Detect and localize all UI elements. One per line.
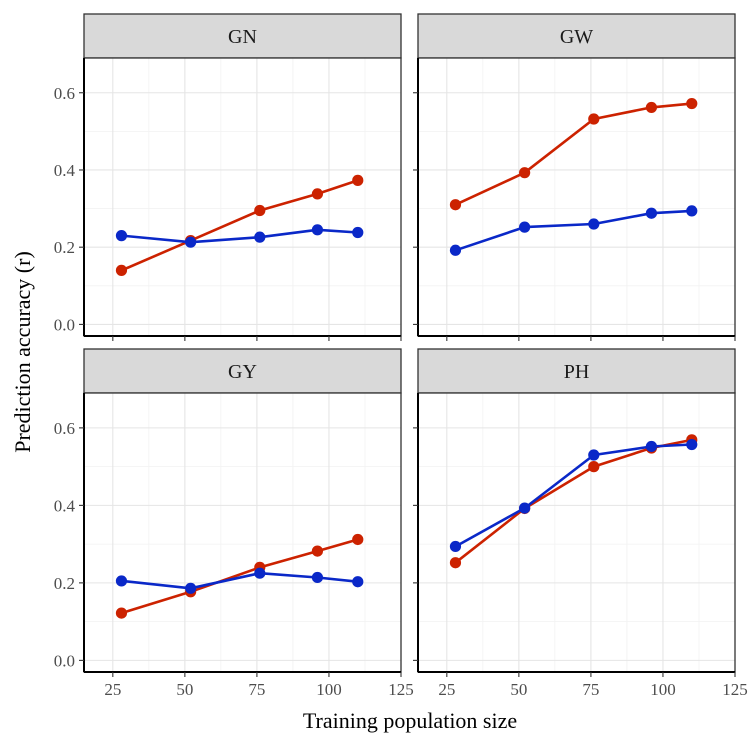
x-tick-label: 125 <box>722 680 748 699</box>
facet-panel-3: GY 0.0 0.2 0.4 0.6 25 50 75 100 125 <box>54 348 414 699</box>
y-tick-label: 0.4 <box>54 496 76 515</box>
x-tick-label: 50 <box>510 680 527 699</box>
y-tick-label: 0.2 <box>54 238 75 257</box>
data-point-series-2 <box>519 221 531 233</box>
facet-panel-1: GN 0.0 0.2 0.4 0.6 <box>54 13 402 341</box>
facet-title: GW <box>560 26 593 48</box>
data-point-series-2 <box>645 440 658 453</box>
data-point-series-1 <box>352 174 364 186</box>
plot-background <box>418 58 735 336</box>
data-point-series-2 <box>115 230 128 242</box>
data-point-series-2 <box>449 540 462 553</box>
data-point-series-2 <box>254 231 266 243</box>
data-point-series-1 <box>254 204 266 217</box>
data-point-series-1 <box>519 167 531 179</box>
facet-strip <box>83 348 402 394</box>
data-point-series-1 <box>645 101 658 114</box>
facet-panel-2: GW <box>413 13 736 341</box>
y-tick-label: 0.6 <box>54 419 75 438</box>
data-point-series-2 <box>686 205 698 217</box>
plot-background <box>84 393 401 672</box>
x-tick-label: 25 <box>104 680 121 699</box>
data-point-series-2 <box>115 575 128 587</box>
x-axis-title: Training population size <box>303 708 517 733</box>
y-tick-label: 0.2 <box>54 574 75 593</box>
data-point-series-2 <box>352 226 364 239</box>
data-point-series-2 <box>686 438 698 451</box>
y-tick-label: 0.6 <box>54 84 75 103</box>
plot-background <box>84 58 401 336</box>
data-point-series-1 <box>588 461 600 473</box>
data-point-series-2 <box>645 207 658 219</box>
data-point-series-1 <box>352 533 364 546</box>
facet-title: PH <box>564 361 590 383</box>
data-point-series-2 <box>254 567 266 579</box>
data-point-series-1 <box>588 113 600 125</box>
data-point-series-2 <box>185 236 197 248</box>
facet-strip <box>417 13 736 59</box>
x-tick-label: 75 <box>248 680 265 699</box>
facet-title: GN <box>228 26 257 48</box>
data-point-series-2 <box>449 244 462 256</box>
data-point-series-1 <box>115 264 128 276</box>
data-point-series-2 <box>588 449 600 461</box>
facet-strip <box>417 348 736 394</box>
x-tick-label: 100 <box>650 680 676 699</box>
x-tick-label: 75 <box>582 680 599 699</box>
data-point-series-1 <box>311 188 324 200</box>
x-tick-label: 25 <box>438 680 455 699</box>
y-axis-title: Prediction accuracy (r) <box>10 251 35 453</box>
data-point-series-2 <box>352 576 364 588</box>
data-point-series-1 <box>449 199 462 211</box>
facet-title: GY <box>228 361 257 383</box>
data-point-series-2 <box>311 224 324 236</box>
data-point-series-2 <box>311 571 324 584</box>
data-point-series-2 <box>185 582 197 594</box>
data-point-series-1 <box>686 97 698 110</box>
data-point-series-2 <box>519 502 531 514</box>
data-point-series-1 <box>311 545 324 557</box>
y-tick-label: 0.0 <box>54 651 75 670</box>
y-tick-label: 0.4 <box>54 161 76 180</box>
data-point-series-1 <box>449 557 462 569</box>
data-point-series-1 <box>115 607 128 619</box>
x-tick-label: 50 <box>176 680 193 699</box>
facet-panel-4: PH 25 50 75 100 125 <box>413 348 748 699</box>
y-tick-label: 0.0 <box>54 315 75 334</box>
x-tick-label: 100 <box>316 680 342 699</box>
x-tick-label: 125 <box>388 680 414 699</box>
data-point-series-2 <box>588 218 600 230</box>
facet-strip <box>83 13 402 59</box>
plot-background <box>418 393 735 672</box>
